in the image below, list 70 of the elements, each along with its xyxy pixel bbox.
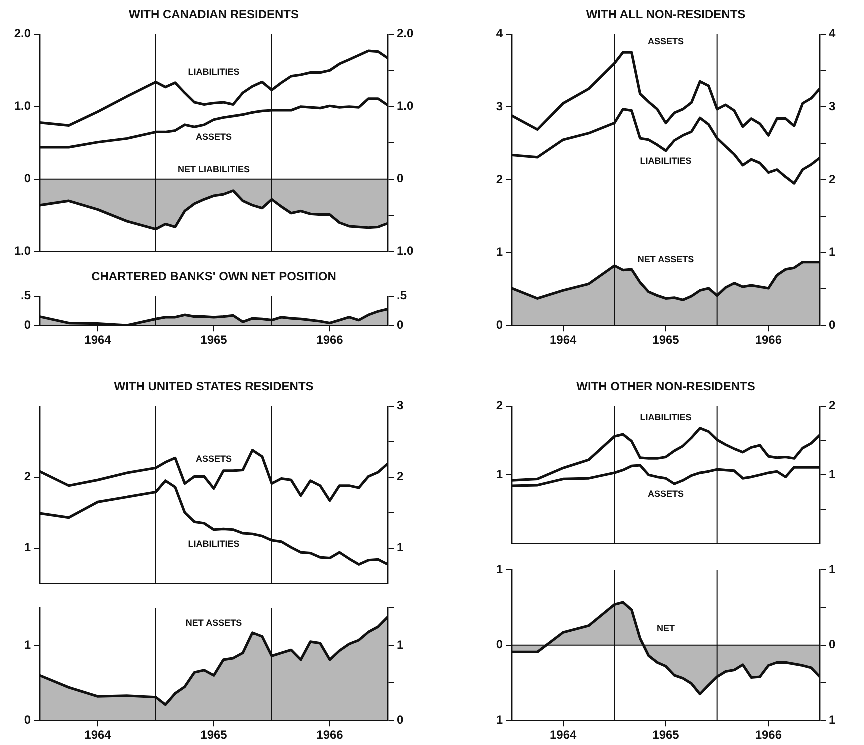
y-tick-label: 1.0 [14, 99, 32, 114]
y2-tick-label: 1.0 [397, 244, 414, 258]
y-tick-label: 1 [496, 712, 504, 727]
x-tick-label: 1966 [755, 728, 782, 742]
y-tick-label: 1 [24, 540, 32, 555]
y2-tick-label: 1.0 [397, 99, 414, 114]
series-label: NET ASSETS [186, 618, 242, 628]
y-tick-label: 0 [24, 318, 32, 332]
y2-tick-label: 3 [829, 100, 836, 114]
series-label: LIABILITIES [188, 539, 240, 550]
x-tick-label: 1966 [755, 333, 782, 348]
y-tick-label: 2 [496, 398, 504, 413]
y2-tick-label: 2 [829, 398, 836, 413]
y-tick-label: 4 [496, 26, 504, 41]
series-label: NET ASSETS [638, 254, 694, 265]
x-tick-label: 1966 [316, 333, 344, 348]
series-label: LIABILITIES [640, 412, 692, 422]
series-label: LIABILITIES [188, 66, 240, 77]
y2-tick-label: 2 [397, 470, 404, 484]
y-tick-label: 0 [24, 712, 32, 727]
y2-tick-label: 2.0 [397, 26, 414, 41]
y2-tick-label: 1 [397, 540, 404, 555]
y2-tick-label: 1 [397, 638, 404, 652]
series-label: ASSETS [648, 489, 684, 500]
y-tick-label: .5 [20, 288, 32, 303]
series-label: ASSETS [196, 132, 232, 142]
x-tick-label: 1965 [200, 728, 228, 742]
y-tick-label: 3 [496, 100, 504, 114]
series-label: NET LIABILITIES [178, 164, 250, 174]
x-tick-label: 1964 [550, 728, 578, 742]
y2-tick-label: 4 [829, 26, 836, 41]
x-tick-label: 1965 [652, 333, 680, 348]
x-tick-label: 1964 [550, 333, 578, 348]
y-tick-label: 1 [496, 562, 504, 577]
y2-tick-label: 0 [397, 712, 404, 727]
y2-tick-label: 1 [829, 245, 836, 260]
y2-tick-label: 0 [829, 318, 836, 332]
chart-title: WITH CANADIAN RESIDENTS [129, 8, 299, 22]
y-tick-label: 0 [496, 638, 504, 652]
y2-tick-label: 1 [829, 562, 836, 577]
x-tick-label: 1964 [84, 728, 112, 742]
x-tick-label: 1966 [316, 728, 344, 742]
y2-tick-label: .5 [397, 288, 408, 303]
y-tick-label: 2 [24, 470, 32, 484]
x-tick-label: 1965 [200, 333, 228, 348]
chart-title: WITH OTHER NON-RESIDENTS [576, 380, 756, 394]
y2-tick-label: 2 [829, 172, 836, 186]
x-tick-label: 1964 [84, 333, 112, 348]
series-label: ASSETS [648, 36, 684, 47]
y2-tick-label: 1 [829, 467, 836, 482]
y-tick-label: 2 [496, 172, 504, 186]
y2-tick-label: 3 [397, 398, 404, 413]
series-label: NET [657, 624, 676, 634]
y-tick-label: 2.0 [14, 26, 32, 41]
y2-tick-label: 0 [397, 172, 404, 186]
series-label: LIABILITIES [640, 156, 692, 166]
y-tick-label: 0 [24, 172, 32, 186]
chart-title: WITH UNITED STATES RESIDENTS [114, 380, 314, 394]
y-tick-label: 1.0 [14, 244, 32, 258]
y-tick-label: 1 [496, 245, 504, 260]
y-tick-label: 1 [24, 638, 32, 652]
y2-tick-label: 1 [829, 712, 836, 727]
y2-tick-label: 0 [397, 318, 404, 332]
chart-title: CHARTERED BANKS' OWN NET POSITION [92, 270, 336, 284]
series-label: ASSETS [196, 454, 232, 464]
x-tick-label: 1965 [652, 728, 680, 742]
y-tick-label: 0 [496, 318, 504, 332]
y-tick-label: 1 [496, 467, 504, 482]
chart-title: WITH ALL NON-RESIDENTS [586, 8, 746, 22]
y2-tick-label: 0 [829, 638, 836, 652]
